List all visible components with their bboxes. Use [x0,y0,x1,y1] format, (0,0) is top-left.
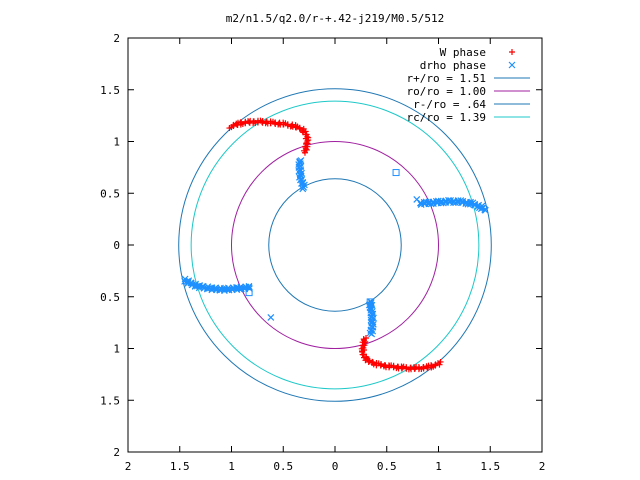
x-tick-label-5: 0.5 [377,460,397,473]
legend-label-0: W phase [440,46,486,59]
series-0-arm-1-point-33 [399,364,406,371]
series-1-arm-2-point-44 [467,198,474,206]
series-1-arm-0-point-25 [299,185,307,193]
series-0-arm-0-point-85 [301,149,308,156]
y-tick-label-1: 1.5 [100,84,120,97]
y-tick-label-5: 0.5 [100,291,120,304]
series-1-square-0 [392,169,400,177]
series-1-isolated-0 [413,196,421,203]
series-1-arm-2-point-60 [481,206,489,213]
circle-0 [178,88,492,402]
legend-marker-0 [509,49,515,55]
y-tick-label-0: 2 [113,32,120,45]
series-0-arm-0-point-54 [288,122,295,129]
x-tick-label-8: 2 [539,460,546,473]
ticks-layer: 2 1.5 1 0.5 0 0.5 1 1.5 221.510.500.511.52 [100,32,545,473]
chart-title: m2/n1.5/q2.0/r-+.42-j219/M0.5/512 [226,12,445,25]
series-0-isolated-0 [437,358,444,365]
legend-label-3: ro/ro = 1.00 [407,85,486,98]
y-tick-label-6: 1 [113,343,120,356]
circle-2 [268,178,402,312]
legend-label-5: rc/ro = 1.39 [407,111,486,124]
series-0-arm-1-point-76 [358,345,365,352]
legend-label-4: r-/ro = .64 [413,98,486,111]
series-0-arm-1-point-22 [412,365,419,372]
series-0-isolated-1 [226,125,233,132]
series-1-isolated-1 [267,314,275,321]
series-0-arm-1-point-85 [363,334,370,341]
series-1-arm-1-point-28 [366,329,374,337]
legend-label-1: drho phase [420,59,486,72]
series-1-arm-3-point-59 [246,285,253,293]
x-tick-label-2: 1 [228,460,235,473]
x-tick-label-7: 1.5 [480,460,500,473]
circle-1 [231,141,439,349]
series-1-square-1 [245,289,253,297]
y-tick-label-4: 0 [113,239,120,252]
legend-label-2: r+/ro = 1.51 [407,72,486,85]
series-0-arm-1-point-79 [360,342,367,349]
y-tick-label-8: 2 [113,446,120,459]
series-layer [181,117,489,373]
circles-layer [178,88,492,402]
series-1-arm-1-point-9 [367,306,375,314]
x-tick-label-3: 0.5 [273,460,293,473]
x-tick-label-0: 2 [125,460,132,473]
series-0-arm-0-point-43 [275,120,282,127]
y-tick-label-3: 0.5 [100,187,120,200]
series-1-arm-3-point-60 [245,282,253,290]
y-tick-label-2: 1 [113,136,120,149]
x-tick-label-6: 1 [435,460,442,473]
series-1-square-2 [366,298,374,306]
circle-3 [190,100,480,390]
y-tick-label-7: 1.5 [100,394,120,407]
legend-marker-1 [508,61,516,69]
series-0-arm-0-point-17 [246,119,253,126]
x-tick-label-1: 1.5 [170,460,190,473]
series-1-arm-0-point-23 [301,181,308,189]
x-tick-label-4: 0 [332,460,339,473]
